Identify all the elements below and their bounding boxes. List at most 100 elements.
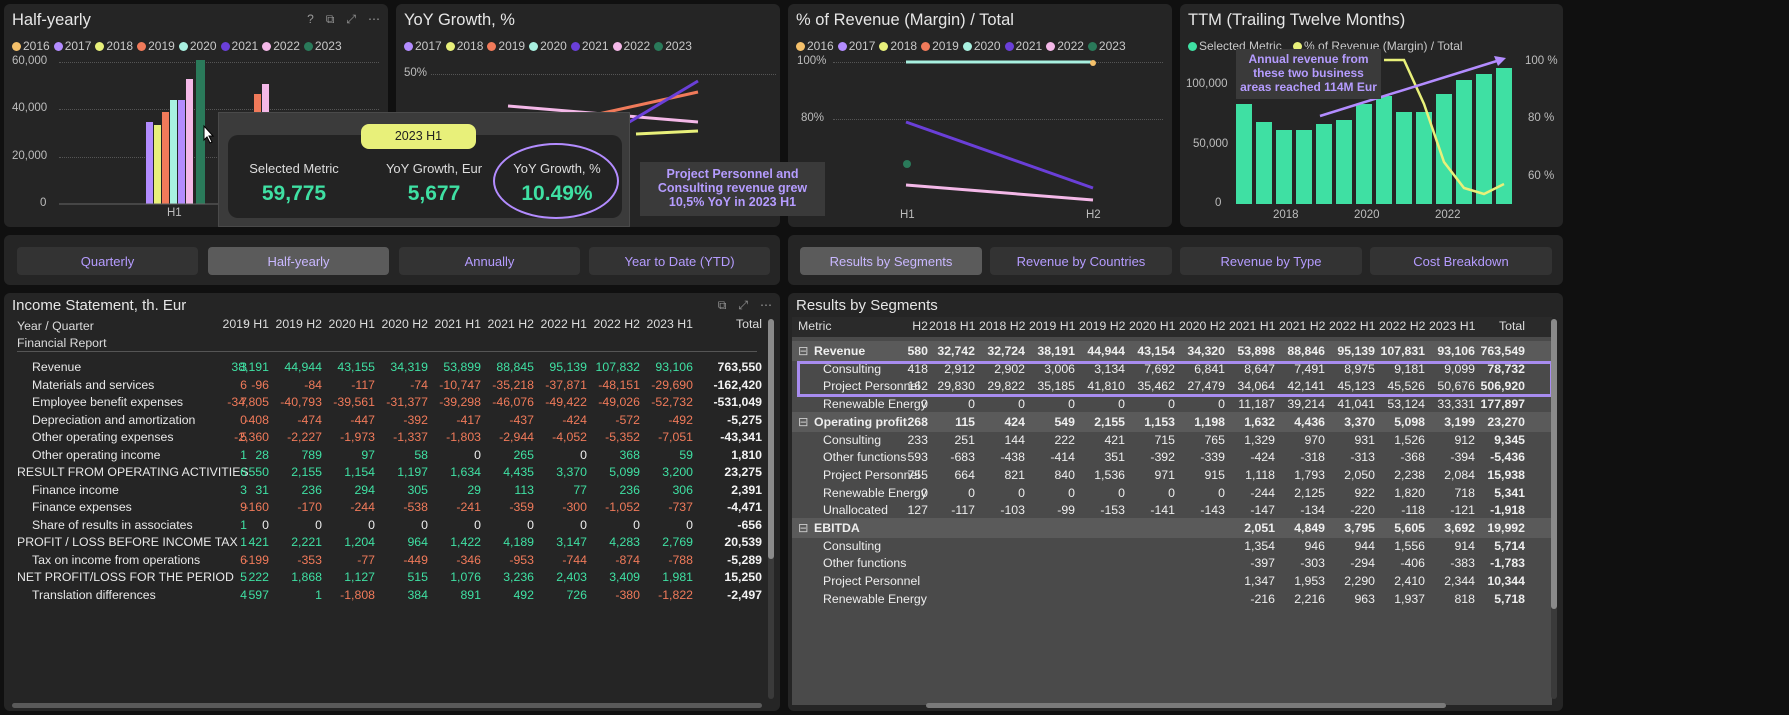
legend-item[interactable]: 2016 [796,39,834,53]
more-options-icon[interactable]: ⋯ [760,298,772,312]
tab-half-yearly[interactable]: Half-yearly [208,247,389,275]
vertical-scrollbar[interactable] [768,319,774,699]
table-row[interactable]: Renewable Energy -216 2,216 963 1,937 818 5,71… [792,589,1552,609]
table-row[interactable]: Project Personnel 755 664 821 840 1,536 971 915… [792,465,1552,485]
legend-item[interactable]: 2020 [178,39,217,53]
column-header[interactable]: 2023 H1 [646,317,694,331]
legend-item[interactable]: 2020 [529,39,567,53]
table-row[interactable]: Translation differences 4 597 1 -1,808 384 891… [4,585,764,605]
column-header[interactable]: 2022 H1 [540,317,588,331]
legend-item[interactable]: 2020 [962,39,1001,53]
table-row[interactable]: PROFIT / LOSS BEFORE INCOME TAX 1 421 2,221… [4,532,764,552]
collapse-icon[interactable]: ⊟ [798,521,809,535]
legend-item[interactable]: 2023 [303,39,342,53]
legend-item[interactable]: 2018 [95,39,133,53]
column-header[interactable]: 2021 H1 [1229,319,1276,333]
collapse-icon[interactable]: ⊟ [798,414,809,429]
expand-icon[interactable]: ⤢ [738,298,748,312]
table-row[interactable]: Employee benefit expenses 7 -34,805 -40,793… [4,392,764,412]
vertical-scrollbar[interactable] [1551,319,1557,699]
legend-item[interactable]: 2017 [837,39,875,53]
column-header[interactable]: 2022 H2 [593,317,641,331]
legend-item[interactable]: 2022 [1046,39,1084,53]
column-header[interactable]: 2020 H1 [328,317,376,331]
table-row[interactable]: Other functions 593 -683 -438 -414 351 -392 -33… [792,447,1552,467]
table-row[interactable]: ⊟ Revenue 580 32,742 32,724 38,191 44,944 43,15… [792,341,1552,361]
table-row[interactable]: Unallocated 127 -117 -103 -99 -153 -141 -143 -14… [792,500,1552,520]
column-header[interactable]: 2019 H1 [1029,319,1076,333]
table-row[interactable]: Other operating income 1 28 789 97 58 0 265 0 368… [4,445,764,465]
legend-item[interactable]: 2019 [137,39,175,53]
tab-results-by-segments[interactable]: Results by Segments [800,247,982,275]
legend-item[interactable]: 2023 [1087,39,1126,53]
table-row[interactable]: Consulting 418 2,912 2,902 3,006 3,134 7,692 6,… [792,359,1552,379]
table-row[interactable]: ⊟ Operating profit 268 115 424 549 2,155 1,153 1… [792,411,1552,432]
column-header[interactable]: 2018 H1 [929,319,976,333]
legend-item[interactable]: 2018 [879,39,917,53]
legend-item[interactable]: 2022 [262,39,300,53]
legend-item[interactable]: 2019 [921,39,959,53]
column-header[interactable]: 2021 H2 [487,317,535,331]
collapse-icon[interactable]: ⊟ [798,344,809,358]
expand-icon[interactable]: ⤢ [346,12,356,26]
table-row[interactable]: Renewable Energy 0 0 0 0 0 0 0 -244 2,125 922 1,820… [792,483,1552,503]
tab-quarterly[interactable]: Quarterly [17,247,198,275]
column-header[interactable]: H2 [912,319,928,333]
column-header[interactable]: 2018 H2 [979,319,1026,333]
table-row[interactable]: ⊟ EBITDA 2,051 4,849 3,795 5,605 3,692 19,992 [792,518,1552,538]
table-row[interactable]: Project Personnel 162 29,830 29,822 35,185 41… [792,376,1552,396]
copy-icon[interactable]: ⧉ [325,12,335,26]
table-row[interactable]: Consulting 233 251 144 222 421 715 765 1,329 970 9… [792,430,1552,450]
tab-revenue-by-type[interactable]: Revenue by Type [1180,247,1362,275]
table-row[interactable]: Other operating expenses 5 -2,360 -2,227 -1,… [4,427,764,447]
column-header[interactable]: 2020 H2 [381,317,429,331]
table-row[interactable]: Other functions -397 -303 -294 -406 -383 -1,78… [792,553,1552,573]
table-row[interactable]: NET PROFIT/LOSS FOR THE PERIOD 5 222 1,868 1… [4,567,764,587]
legend-item[interactable]: 2022 [612,39,650,53]
legend-item[interactable]: 2021 [220,39,258,53]
help-icon[interactable]: ? [307,12,314,26]
table-row[interactable]: Revenue 3 38,191 44,944 43,155 34,319 53,899 88… [4,357,764,377]
column-header[interactable]: 2023 H1 [1429,319,1476,333]
tab-revenue-by-countries[interactable]: Revenue by Countries [990,247,1172,275]
horizontal-scrollbar[interactable] [12,703,762,708]
tab-annually[interactable]: Annually [399,247,580,275]
more-options-icon[interactable]: ⋯ [368,12,380,26]
table-row[interactable]: Project Personnel 1,347 1,953 2,290 2,410 2,3… [792,571,1552,591]
tab-ytd[interactable]: Year to Date (YTD) [589,247,770,275]
column-header[interactable]: 2019 H2 [275,317,323,331]
legend-item[interactable]: 2019 [487,39,525,53]
table-row[interactable]: Materials and services 6 -96 -84 -117 -74 -10,… [4,375,764,395]
table-row[interactable]: Depreciation and amortization 0 -408 -474 -4… [4,410,764,430]
table-row[interactable]: Consulting 1,354 946 944 1,556 914 5,714 [792,536,1552,556]
margin-lines[interactable] [788,4,1172,227]
column-header[interactable]: 2021 H1 [434,317,482,331]
table-row[interactable]: Tax on income from operations 6 -199 -353 -7… [4,550,764,570]
table-row[interactable]: Finance income 3 31 236 294 305 29 113 77 236 306 2… [4,480,764,500]
ttm-chart[interactable] [1180,4,1563,227]
column-header[interactable]: 2022 H1 [1329,319,1376,333]
legend-item[interactable]: 2023 [654,39,692,53]
column-header[interactable]: 2020 H2 [1179,319,1226,333]
column-header[interactable]: Total [736,317,762,331]
column-header[interactable]: Total [1499,319,1525,333]
legend-item[interactable]: 2021 [1004,39,1042,53]
legend-item[interactable]: 2018 [445,39,483,53]
table-row[interactable]: Renewable Energy 0 0 0 0 0 0 0 11,187 39,214 41,04… [792,394,1552,414]
legend-item[interactable]: 2016 [12,39,50,53]
column-header[interactable]: 2019 H2 [1079,319,1126,333]
horizontal-scrollbar[interactable] [926,703,1446,708]
tab-cost-breakdown[interactable]: Cost Breakdown [1370,247,1552,275]
column-header[interactable]: 2021 H2 [1279,319,1326,333]
copy-icon[interactable]: ⧉ [717,298,727,312]
table-row[interactable]: Share of results in associates 1 0 0 0 0 0 0 0 0 0… [4,515,764,535]
legend-item[interactable]: 2017 [404,39,442,53]
table-row[interactable]: Finance expenses 9 -160 -170 -244 -538 -241 -35… [4,497,764,517]
column-header[interactable]: : [243,317,247,331]
segments-matrix[interactable]: Metric H2 2018 H1 2018 H2 2019 H1 2019 H2 202… [792,317,1552,705]
column-header[interactable]: 2020 H1 [1129,319,1176,333]
column-header[interactable]: 2019 H1 [222,317,270,331]
income-matrix[interactable]: Year / Quarter Financial Report :2019 H1… [4,317,766,705]
table-row[interactable]: RESULT FROM OPERATING ACTIVITIES 6 550 2,15… [4,462,764,482]
legend-item[interactable]: 2017 [53,39,91,53]
